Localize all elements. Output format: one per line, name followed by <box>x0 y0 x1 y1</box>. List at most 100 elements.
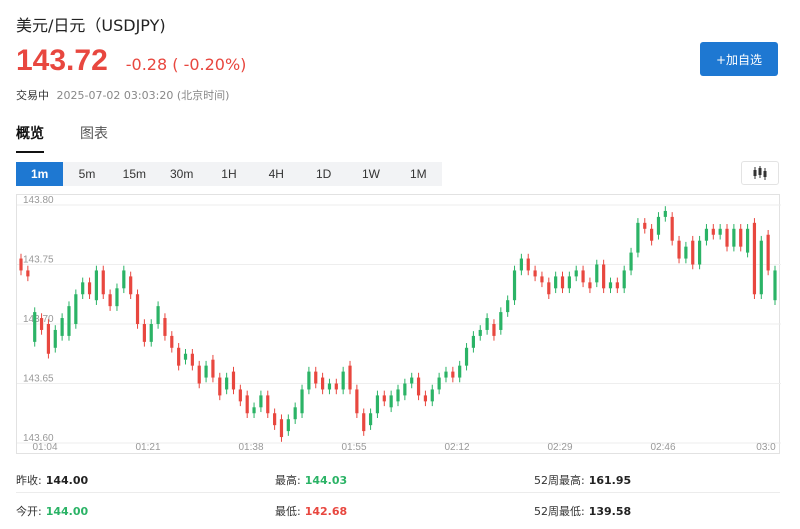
stat-value: 142.68 <box>304 505 348 518</box>
x-tick-label: 01:21 <box>135 442 160 453</box>
candle-body <box>451 371 455 378</box>
candle-body <box>663 210 667 217</box>
x-tick-label: 01:04 <box>32 442 57 453</box>
period-1h[interactable]: 1H <box>221 167 237 181</box>
candle-body <box>643 222 647 229</box>
candle-body <box>53 329 57 348</box>
candle-body <box>129 276 133 295</box>
candle-body <box>389 395 393 408</box>
candle-body <box>307 371 311 390</box>
tab-overview[interactable]: 概览 <box>16 123 44 153</box>
candle-body <box>766 234 770 271</box>
candle-body <box>512 270 517 301</box>
stat-value: 139.58 <box>588 505 632 518</box>
period-30m[interactable]: 30m <box>169 167 194 181</box>
candle-body <box>300 389 304 414</box>
candle-body <box>33 312 37 342</box>
period-selector: 1m 5m 15m 30m 1H 4H 1D 1W 1M <box>16 162 442 186</box>
candle-body <box>430 389 434 402</box>
candle-body <box>279 419 284 438</box>
candle-body <box>540 276 544 283</box>
candle-body <box>554 276 558 289</box>
candle-body <box>341 371 345 390</box>
candle-body <box>382 395 386 402</box>
candle-body <box>225 377 229 390</box>
candle-body <box>286 419 290 432</box>
candle-body <box>252 407 256 414</box>
y-tick-label: 143.75 <box>23 255 54 266</box>
candle-body <box>245 395 249 414</box>
price-chart[interactable]: 143.80 143.75 143.70 143.65 143.60 01:04 01:21… <box>16 194 781 454</box>
candle-body <box>725 228 729 247</box>
candle-body <box>273 413 277 426</box>
candle-body <box>396 389 400 402</box>
add-to-watchlist-button[interactable]: +加自选 <box>700 42 778 76</box>
period-15m[interactable]: 15m <box>122 167 146 181</box>
stat-value: 144.00 <box>45 474 89 487</box>
period-1d[interactable]: 1D <box>315 167 332 181</box>
candle-body <box>752 222 757 295</box>
candle-body <box>608 282 613 289</box>
candle-body <box>773 270 777 301</box>
candle-body <box>183 353 188 360</box>
candle-body <box>190 353 194 366</box>
candle-body <box>595 264 599 283</box>
stat-value: 144.03 <box>304 474 348 487</box>
stat-52w-high: 52周最高: 161.95 <box>534 472 631 488</box>
period-1m[interactable]: 1m <box>16 162 64 186</box>
candle-body <box>362 413 366 432</box>
y-tick-label: 143.70 <box>23 314 54 325</box>
candle-body <box>375 395 380 414</box>
stat-low: 最低: 142.68 <box>275 503 347 519</box>
candle-body <box>464 347 469 366</box>
y-tick-label: 143.60 <box>23 433 54 444</box>
candle-body <box>684 246 688 259</box>
period-4h[interactable]: 4H <box>268 167 284 181</box>
period-1mo[interactable]: 1M <box>409 167 427 181</box>
candle-body <box>615 282 619 289</box>
candle-body <box>177 347 181 366</box>
instrument-title: 美元/日元（USDJPY) <box>16 16 166 35</box>
candle-body <box>677 240 681 259</box>
period-1w[interactable]: 1W <box>361 167 380 181</box>
period-5m[interactable]: 5m <box>78 167 96 181</box>
stat-label: 昨收: <box>16 474 42 487</box>
candle-body <box>218 377 222 396</box>
candle-body <box>629 252 633 271</box>
candle-body <box>122 270 126 289</box>
candle-body <box>149 324 153 342</box>
candle-body <box>94 270 98 301</box>
stat-open: 今开: 144.00 <box>16 503 88 519</box>
candle-body <box>759 240 763 295</box>
candle-body <box>81 282 85 295</box>
candle-body <box>478 329 482 336</box>
candle-body <box>560 276 565 289</box>
chart-type-button[interactable] <box>741 161 779 185</box>
tab-chart[interactable]: 图表 <box>80 126 108 142</box>
candle-body <box>204 365 208 378</box>
stat-label: 52周最高: <box>534 474 585 487</box>
candle-body <box>115 288 119 307</box>
candle-body <box>46 324 51 354</box>
candle-body <box>506 300 510 313</box>
candle-body <box>163 318 167 336</box>
candle-body <box>691 240 695 265</box>
candle-body <box>533 270 537 277</box>
x-tick-label: 02:29 <box>547 442 572 453</box>
candle-body <box>156 306 160 324</box>
last-price: 143.72 <box>16 44 108 77</box>
candle-body <box>444 371 448 378</box>
stat-label: 最高: <box>275 474 301 487</box>
x-tick-label: 01:38 <box>238 442 263 453</box>
candle-body <box>142 324 146 342</box>
x-tick-label: 03:0 <box>756 442 776 453</box>
candle-body <box>492 324 496 336</box>
y-tick-label: 143.65 <box>23 374 54 385</box>
candle-body <box>622 270 626 289</box>
candle-body <box>485 318 489 330</box>
candle-body <box>718 228 722 235</box>
candle-body <box>581 270 585 283</box>
x-tick-label: 01:55 <box>341 442 366 453</box>
candle-body <box>670 216 674 241</box>
stat-prev-close: 昨收: 144.00 <box>16 472 88 488</box>
